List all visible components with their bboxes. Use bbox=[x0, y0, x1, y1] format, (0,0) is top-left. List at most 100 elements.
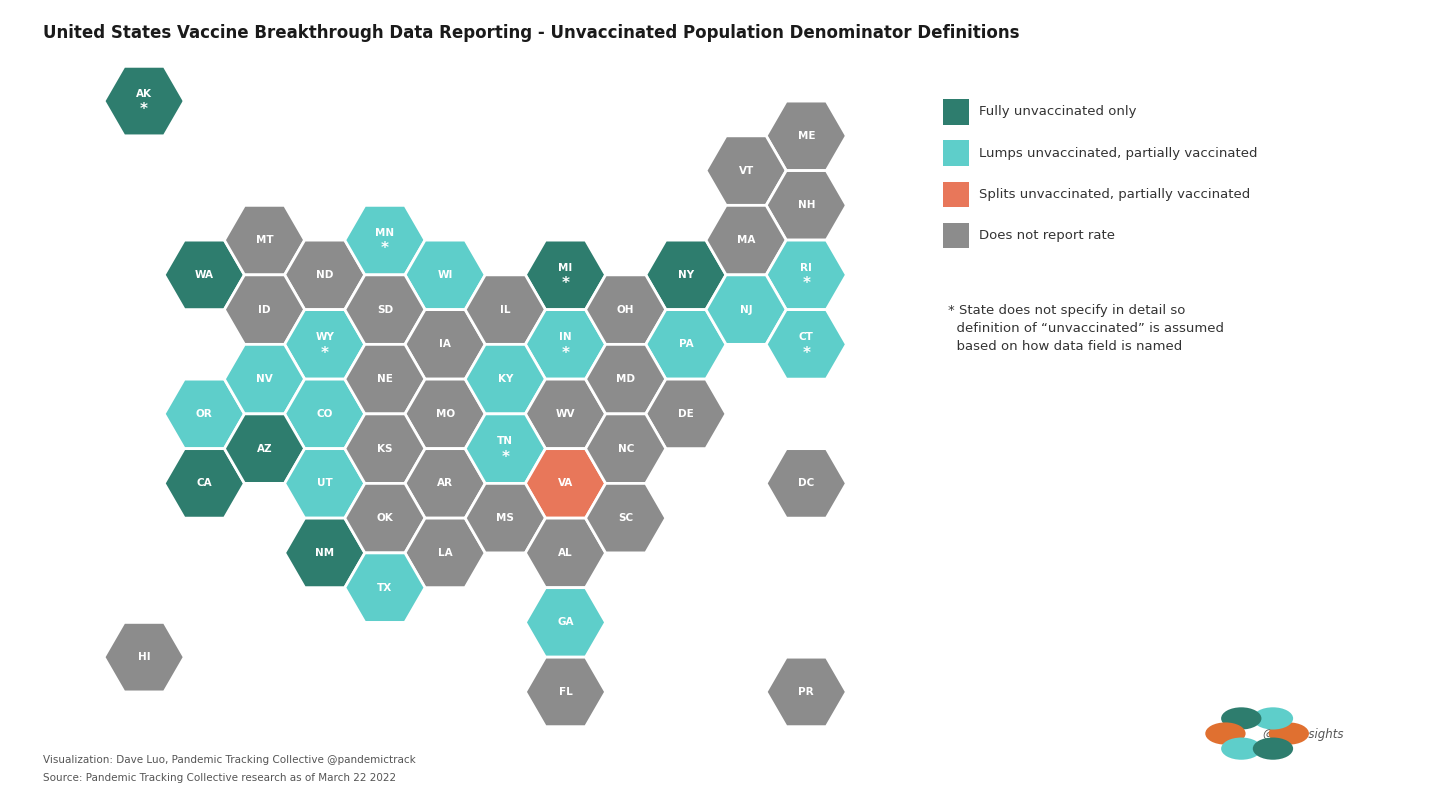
Polygon shape bbox=[526, 518, 606, 588]
Text: RI: RI bbox=[801, 262, 812, 273]
Polygon shape bbox=[465, 275, 546, 344]
Polygon shape bbox=[405, 379, 485, 449]
Text: OK: OK bbox=[376, 513, 393, 523]
Text: MO: MO bbox=[435, 409, 455, 419]
Text: MA: MA bbox=[737, 235, 755, 245]
Polygon shape bbox=[586, 484, 665, 553]
Polygon shape bbox=[344, 205, 425, 275]
Text: NH: NH bbox=[798, 201, 815, 210]
Polygon shape bbox=[526, 449, 606, 518]
Text: Lumps unvaccinated, partially vaccinated: Lumps unvaccinated, partially vaccinated bbox=[979, 147, 1257, 159]
Text: WY: WY bbox=[315, 332, 334, 342]
Text: SD: SD bbox=[377, 305, 393, 315]
Polygon shape bbox=[405, 240, 485, 309]
Text: *: * bbox=[321, 346, 328, 361]
Polygon shape bbox=[405, 518, 485, 588]
Text: *: * bbox=[382, 241, 389, 256]
Text: SC: SC bbox=[618, 513, 634, 523]
Text: MI: MI bbox=[559, 262, 573, 273]
Text: IN: IN bbox=[559, 332, 572, 342]
Text: PR: PR bbox=[798, 687, 814, 697]
Text: TX: TX bbox=[377, 583, 393, 592]
Polygon shape bbox=[645, 309, 726, 379]
Text: Visualization: Dave Luo, Pandemic Tracking Collective @pandemictrack: Visualization: Dave Luo, Pandemic Tracki… bbox=[43, 755, 416, 765]
Polygon shape bbox=[766, 240, 847, 309]
Text: AZ: AZ bbox=[256, 443, 272, 454]
Polygon shape bbox=[526, 309, 606, 379]
Text: WA: WA bbox=[194, 270, 213, 280]
Polygon shape bbox=[766, 657, 847, 726]
Text: DC: DC bbox=[798, 478, 815, 488]
Text: HI: HI bbox=[138, 652, 150, 662]
Polygon shape bbox=[104, 67, 184, 136]
Polygon shape bbox=[285, 518, 364, 588]
Text: NV: NV bbox=[256, 374, 274, 384]
Text: FL: FL bbox=[559, 687, 572, 697]
Polygon shape bbox=[526, 657, 606, 726]
Polygon shape bbox=[766, 170, 847, 240]
Text: GA: GA bbox=[557, 618, 573, 627]
Text: KY: KY bbox=[498, 374, 513, 384]
Text: ID: ID bbox=[258, 305, 271, 315]
Polygon shape bbox=[225, 344, 305, 414]
Polygon shape bbox=[766, 309, 847, 379]
Polygon shape bbox=[465, 484, 546, 553]
Polygon shape bbox=[465, 414, 546, 484]
Text: CT: CT bbox=[799, 332, 814, 342]
Text: WI: WI bbox=[438, 270, 452, 280]
Text: *: * bbox=[802, 346, 811, 361]
Text: OR: OR bbox=[196, 409, 213, 419]
Polygon shape bbox=[766, 449, 847, 518]
Polygon shape bbox=[285, 379, 364, 449]
Text: *: * bbox=[140, 102, 148, 117]
Text: AR: AR bbox=[438, 478, 454, 488]
Text: LA: LA bbox=[438, 548, 452, 558]
Text: OH: OH bbox=[616, 305, 635, 315]
Polygon shape bbox=[766, 101, 847, 170]
Polygon shape bbox=[344, 275, 425, 344]
Text: KS: KS bbox=[377, 443, 393, 454]
Polygon shape bbox=[526, 588, 606, 657]
Polygon shape bbox=[344, 344, 425, 414]
Text: Splits unvaccinated, partially vaccinated: Splits unvaccinated, partially vaccinate… bbox=[979, 188, 1250, 201]
Polygon shape bbox=[104, 623, 184, 692]
Polygon shape bbox=[285, 240, 364, 309]
Text: *: * bbox=[562, 276, 569, 291]
Text: NY: NY bbox=[678, 270, 694, 280]
Polygon shape bbox=[344, 414, 425, 484]
Text: PA: PA bbox=[678, 339, 693, 350]
Polygon shape bbox=[344, 553, 425, 623]
Polygon shape bbox=[706, 205, 786, 275]
Polygon shape bbox=[586, 414, 665, 484]
Text: MS: MS bbox=[497, 513, 514, 523]
Text: TN: TN bbox=[497, 436, 513, 446]
Text: MT: MT bbox=[256, 235, 274, 245]
Text: Fully unvaccinated only: Fully unvaccinated only bbox=[979, 105, 1136, 118]
Polygon shape bbox=[526, 240, 606, 309]
Polygon shape bbox=[405, 449, 485, 518]
Text: United States Vaccine Breakthrough Data Reporting - Unvaccinated Population Deno: United States Vaccine Breakthrough Data … bbox=[43, 24, 1020, 42]
Polygon shape bbox=[225, 275, 305, 344]
Text: ME: ME bbox=[798, 131, 815, 141]
Polygon shape bbox=[344, 484, 425, 553]
Text: MN: MN bbox=[376, 228, 395, 238]
Text: *: * bbox=[501, 450, 510, 465]
Polygon shape bbox=[706, 136, 786, 205]
Polygon shape bbox=[164, 240, 245, 309]
Text: WV: WV bbox=[556, 409, 575, 419]
Text: @PPI_Insights: @PPI_Insights bbox=[1263, 729, 1344, 741]
Text: ND: ND bbox=[315, 270, 334, 280]
Text: DE: DE bbox=[678, 409, 694, 419]
Polygon shape bbox=[285, 449, 364, 518]
Polygon shape bbox=[405, 309, 485, 379]
Text: NJ: NJ bbox=[740, 305, 752, 315]
Polygon shape bbox=[164, 449, 245, 518]
Polygon shape bbox=[706, 275, 786, 344]
Text: NE: NE bbox=[377, 374, 393, 384]
Text: NC: NC bbox=[618, 443, 634, 454]
Polygon shape bbox=[586, 344, 665, 414]
Text: MD: MD bbox=[616, 374, 635, 384]
Text: AL: AL bbox=[559, 548, 573, 558]
Text: Does not report rate: Does not report rate bbox=[979, 229, 1115, 242]
Text: CA: CA bbox=[196, 478, 212, 488]
